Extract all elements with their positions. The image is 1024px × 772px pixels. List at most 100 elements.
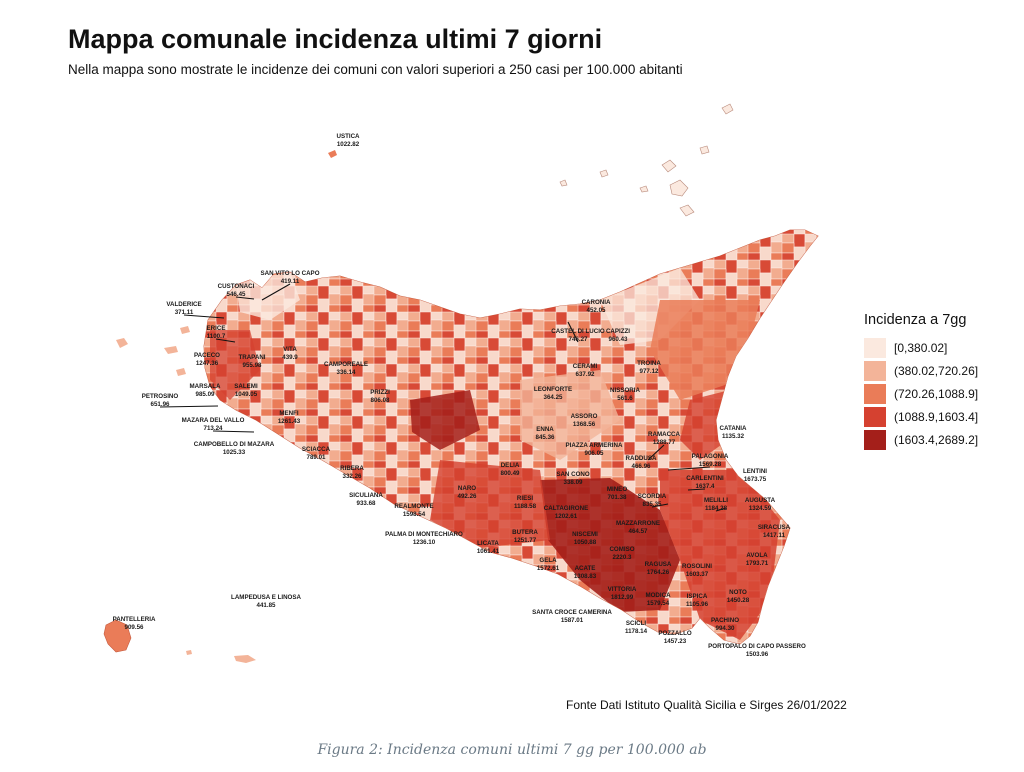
map-title: Mappa comunale incidenza ultimi 7 giorni — [68, 24, 603, 54]
map-subtitle: Nella mappa sono mostrate le incidenze d… — [68, 62, 683, 77]
legend-label: (1088.9,1603.4] — [894, 409, 979, 424]
municipality-value: 1050.88 — [574, 539, 597, 546]
municipality-value: 701.38 — [608, 494, 627, 501]
municipality-value: 909.56 — [125, 624, 144, 631]
municipality-name: NARO — [458, 485, 476, 492]
municipality-name: CERAMI — [573, 363, 598, 370]
municipality-value: 1793.71 — [746, 560, 769, 567]
municipality-name: ENNA — [536, 426, 554, 433]
municipality-name: PALAGONIA — [692, 453, 729, 460]
municipality-value: 977.12 — [640, 368, 659, 375]
municipality-name: CAMPOBELLO DI MAZARA — [194, 441, 275, 448]
municipality-name: VITTORIA — [608, 586, 637, 593]
municipality-name: LENTINI — [743, 468, 767, 475]
municipality-value: 1603.37 — [686, 571, 709, 578]
area-high-centre — [410, 390, 480, 450]
lampedusa-island — [234, 655, 256, 663]
municipality-value: 1184.28 — [705, 505, 728, 512]
municipality-value: 806.08 — [371, 397, 390, 404]
municipality-value: 1261.43 — [278, 418, 301, 425]
label-leader-line — [215, 338, 236, 343]
legend-item: (1603.4,2689.2] — [864, 428, 978, 451]
municipality-value: 1135.32 — [722, 433, 745, 440]
area-high-catania — [680, 390, 730, 460]
area-low-incidence-center — [520, 370, 620, 460]
municipality-value: 1308.83 — [574, 573, 597, 580]
municipality-name: RIBERA — [340, 465, 364, 472]
municipality-name: ROSOLINI — [682, 563, 712, 570]
municipality-value: 2220.3 — [613, 554, 632, 561]
legend-item: (380.02,720.26] — [864, 359, 978, 382]
municipality-name: GELA — [539, 557, 557, 564]
municipality-name: USTICA — [336, 133, 360, 140]
municipality-value: 906.05 — [585, 450, 604, 457]
municipality-name: MAZARA DEL VALLO — [182, 417, 245, 424]
municipality-name: TRAPANI — [238, 354, 265, 361]
label-leader-line — [183, 314, 225, 319]
legend-swatch — [864, 337, 886, 358]
municipality-name: LICATA — [477, 540, 499, 547]
municipality-value: 800.49 — [501, 470, 520, 477]
municipality-value: 452.05 — [587, 307, 606, 314]
municipality-name: PRIZZI — [370, 389, 390, 396]
municipality-value: 1579.54 — [647, 600, 670, 607]
municipality-value: 933.68 — [357, 500, 376, 507]
municipality-name: NOTO — [729, 589, 747, 596]
municipality-name: CARONIA — [582, 299, 611, 306]
municipality-name: MENFI — [279, 410, 299, 417]
label-leader-line — [212, 430, 255, 433]
legend-label: (1603.4,2689.2] — [894, 432, 979, 447]
municipality-name: PACHINO — [711, 617, 739, 624]
municipality-value: 332.26 — [343, 473, 362, 480]
municipality-value: 371.11 — [175, 309, 194, 316]
municipality-name: NISCEMI — [572, 531, 598, 538]
municipality-value: 1178.14 — [625, 628, 648, 635]
linosa-island — [186, 650, 192, 655]
municipality-name: NISSORIA — [610, 387, 640, 394]
aeolian-islands — [559, 103, 734, 217]
municipality-value: 1105.96 — [686, 601, 709, 608]
municipality-value: 1324.59 — [749, 505, 772, 512]
legend: Incidenza a 7gg [0,380.02] (380.02,720.2… — [864, 312, 978, 451]
municipality-name: ERICE — [207, 325, 226, 332]
municipality-value: 1637.4 — [696, 483, 715, 490]
municipality-value: 336.14 — [337, 369, 356, 376]
legend-item: (1088.9,1603.4] — [864, 405, 978, 428]
municipality-value: 364.25 — [544, 394, 563, 401]
municipality-value: 1288.77 — [653, 439, 676, 446]
municipality-name: PACECO — [194, 352, 220, 359]
municipality-value: 955.98 — [243, 362, 262, 369]
municipality-name: SCIACCA — [302, 446, 331, 453]
area-high-southeast — [660, 470, 780, 640]
municipality-name: ASSORO — [571, 413, 598, 420]
legend-swatch — [864, 429, 886, 450]
label-leader-line — [567, 321, 579, 343]
municipality-value: 1812.99 — [611, 594, 634, 601]
municipality-value: 338.09 — [564, 479, 583, 486]
ustica-island — [328, 150, 337, 158]
municipality-name: CAMPOREALE — [324, 361, 368, 368]
municipality-name: SAN VITO LO CAPO — [260, 270, 319, 277]
municipality-name: VALDERICE — [166, 301, 201, 308]
municipality-name: CAPIZZI — [606, 328, 630, 335]
municipality-value: 1251.77 — [514, 537, 537, 544]
legend-swatch — [864, 383, 886, 404]
label-leader-line — [687, 488, 706, 491]
municipality-value: 1236.10 — [413, 539, 436, 546]
municipality-name: BUTERA — [512, 529, 538, 536]
municipality-value: 546.45 — [227, 291, 246, 298]
area-high-south-coast — [430, 460, 550, 548]
municipality-value: 1025.33 — [223, 449, 246, 456]
municipality-name: MODICA — [645, 592, 671, 599]
label-leader-line — [715, 507, 727, 512]
municipality-value: 1569.28 — [699, 461, 722, 468]
municipality-name: CARLENTINI — [686, 475, 724, 482]
municipality-name: CALTAGIRONE — [544, 505, 588, 512]
legend-label: [0,380.02] — [894, 340, 948, 355]
municipality-value: 1572.61 — [537, 565, 560, 572]
legend-swatch — [864, 406, 886, 427]
municipality-value: 1202.61 — [555, 513, 578, 520]
municipality-value: 466.96 — [632, 463, 651, 470]
municipality-value: 441.85 — [257, 602, 276, 609]
municipality-value: 960.43 — [609, 336, 628, 343]
